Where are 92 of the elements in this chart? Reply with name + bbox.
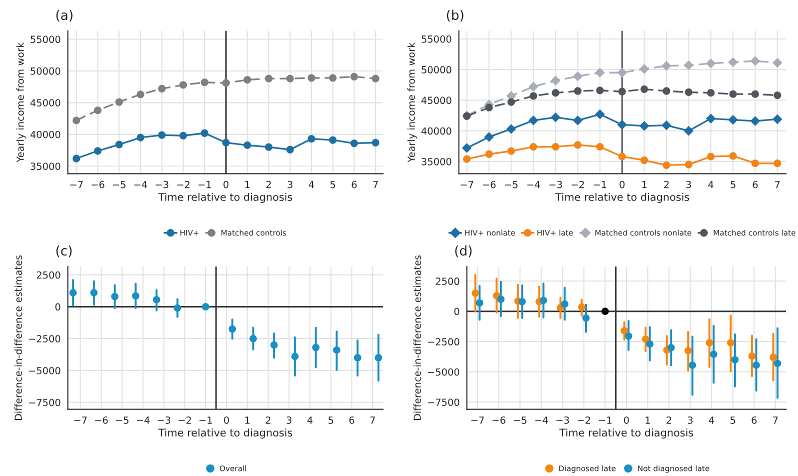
x-tick-label: −2 [572,180,584,188]
x-tick-label: −1 [599,416,612,424]
y-tick-label: 35000 [422,158,452,166]
x-axis-title: Time relative to diagnosis [158,192,292,203]
x-tick-label: −5 [112,180,126,188]
y-tick-label: 50000 [30,67,60,75]
x-axis-title: Time relative to diagnosis [158,428,292,439]
y-tick-label: −2500 [29,335,60,342]
x-tick-label: −4 [527,180,540,188]
x-tick-label: −7 [460,180,474,188]
x-tick-label: 1 [245,416,250,424]
x-tick-label: −5 [514,416,526,424]
x-tick-label: 7 [773,416,778,424]
x-tick-label: 5 [730,416,736,424]
x-tick-label: −6 [482,180,496,188]
chart-title: (c) [56,245,72,258]
x-tick-label: −6 [95,416,108,424]
y-tick-label: 45000 [421,96,452,104]
x-tick-label: −3 [158,416,170,424]
x-tick-label: −3 [549,180,562,188]
x-tick-label: 3 [686,180,691,188]
y-tick-label: −2500 [428,338,460,346]
x-tick-label: 6 [352,180,357,188]
x-tick-label: −7 [471,416,484,424]
chart-title: (b) [446,10,464,22]
x-tick-label: −2 [178,416,191,424]
y-tick-label: 2500 [36,271,60,279]
y-tick-label: 50000 [422,66,452,74]
y-tick-label: 45000 [30,99,60,106]
x-tick-label: 6 [349,416,354,424]
y-tick-label: 40000 [421,127,452,135]
x-tick-label: 7 [370,416,375,424]
x-tick-label: 2 [666,416,672,424]
x-tick-label: 6 [752,416,757,424]
x-tick-label: 4 [308,180,314,188]
x-tick-label: −2 [578,416,590,424]
x-tick-label: −4 [535,416,548,424]
x-axis-title: Time relative to diagnosis [555,192,690,203]
x-tick-label: −2 [177,180,190,188]
y-tick-label: −5000 [428,368,460,376]
y-tick-label: 2500 [436,278,460,285]
x-axis-title: Time relative to diagnosis [559,428,694,439]
y-axis-title: Yearly income from work [16,42,26,162]
y-tick-label: 40000 [30,130,60,138]
x-tick-label: −7 [70,180,83,188]
x-tick-label: −7 [74,416,87,424]
x-tick-label: 1 [646,416,650,424]
y-tick-label: −5000 [29,366,60,374]
x-tick-label: −4 [134,180,148,188]
x-tick-label: −1 [199,416,212,424]
y-tick-label: 55000 [422,35,452,43]
x-tick-label: 5 [328,416,334,424]
x-tick-label: −5 [116,416,128,424]
x-tick-label: −4 [136,416,150,424]
x-tick-label: 2 [664,180,669,188]
x-tick-label: 2 [266,180,271,188]
x-tick-label: 0 [620,180,625,188]
x-tick-label: −1 [198,180,211,188]
x-tick-label: −5 [505,180,518,188]
y-tick-label: 55000 [30,36,60,44]
x-tick-label: 0 [224,416,229,424]
y-tick-label: −7500 [29,398,60,406]
x-tick-label: 5 [330,180,336,188]
x-tick-label: 3 [288,180,292,188]
y-tick-label: 35000 [30,162,60,170]
x-tick-label: −3 [156,180,168,188]
x-tick-label: −3 [556,416,569,424]
y-axis-title: Difference-in-difference estimates [413,255,421,420]
x-tick-label: 1 [642,180,646,188]
x-tick-label: 7 [775,180,780,188]
x-tick-label: 0 [224,180,228,188]
x-tick-label: 1 [245,180,250,188]
x-tick-label: 4 [708,416,714,424]
y-tick-label: 0 [454,308,460,316]
x-tick-label: −6 [92,180,104,188]
y-axis-title: Yearly income from work [407,42,417,162]
y-tick-label: −7500 [428,398,460,406]
x-tick-label: 2 [266,416,270,424]
y-axis-title: Difference-in-difference estimates [14,255,22,420]
x-tick-label: −6 [492,416,506,424]
x-tick-label: −1 [594,180,606,188]
x-tick-label: 0 [624,416,629,424]
x-tick-label: 3 [286,416,292,424]
x-tick-label: 5 [730,180,736,188]
x-tick-label: 3 [688,416,693,424]
x-tick-label: 7 [373,180,378,188]
chart-title: (a) [56,10,72,22]
x-tick-label: 4 [307,416,313,424]
y-tick-label: 0 [55,303,60,311]
chart-title: (d) [455,245,472,258]
x-tick-label: 6 [752,180,758,188]
x-tick-label: 4 [708,180,714,188]
